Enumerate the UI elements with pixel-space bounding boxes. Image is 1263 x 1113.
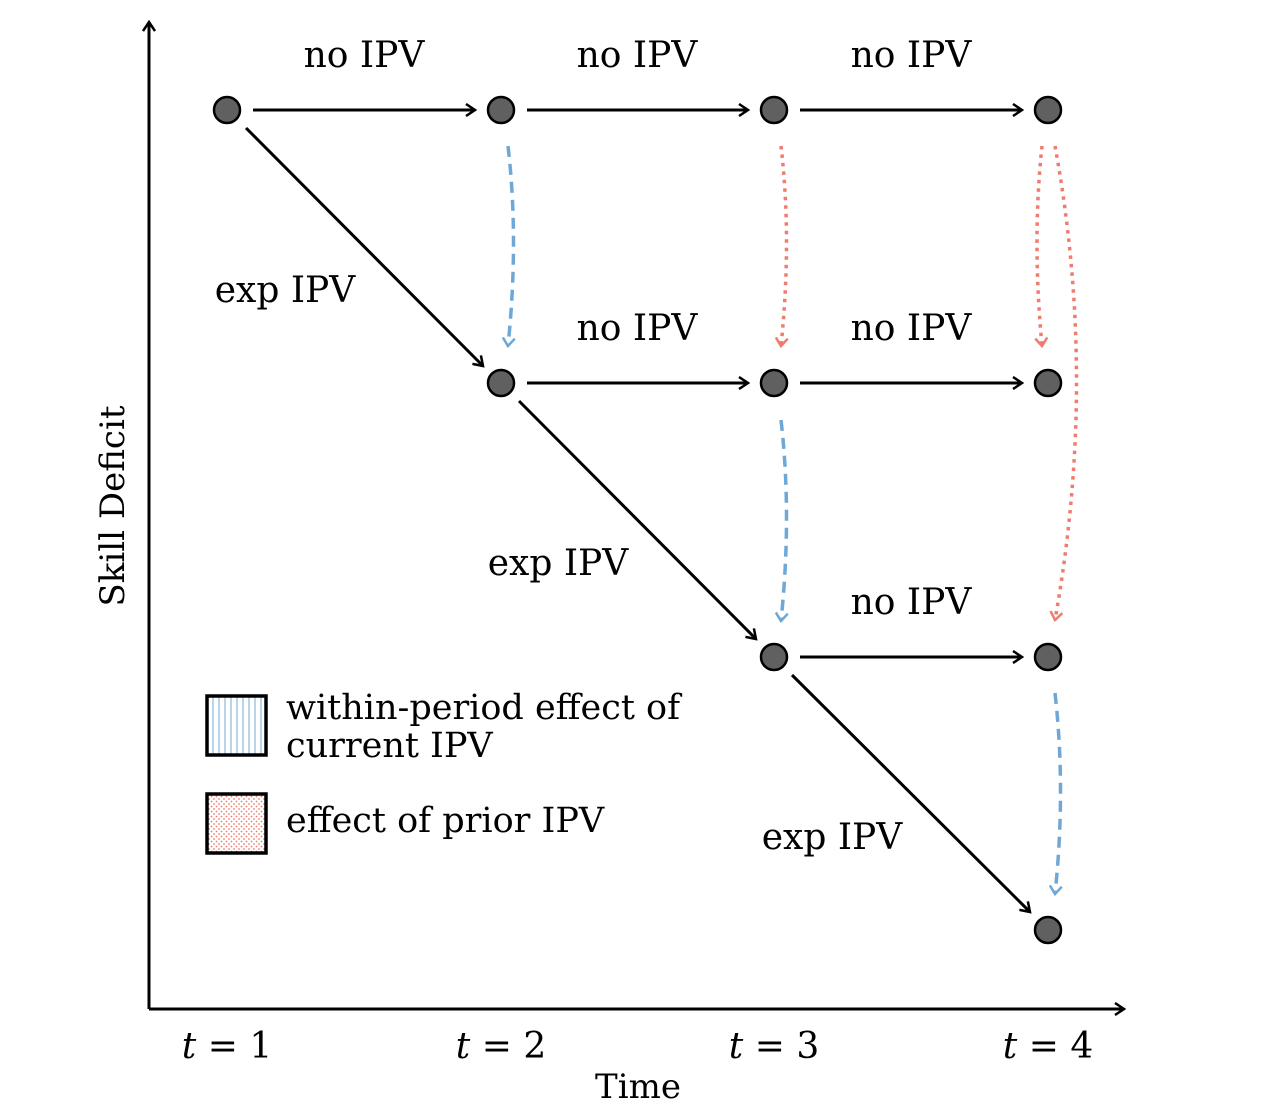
label-exp-ipv-3: exp IPV <box>762 817 904 858</box>
label-no-ipv-r1-2: no IPV <box>851 308 973 349</box>
blue-arrow-t3 <box>774 419 789 624</box>
label-exp-ipv-2: exp IPV <box>488 543 630 584</box>
label-no-ipv-r2-1: no IPV <box>851 582 973 623</box>
arrow-exp-ipv-t3-t4 <box>790 673 1030 912</box>
edge-labels: no IPV no IPV no IPV no IPV no IPV no IP… <box>215 35 973 858</box>
label-no-ipv-r1-1: no IPV <box>577 308 699 349</box>
node-t3-r2 <box>759 642 789 672</box>
node-t1-r0 <box>212 95 242 125</box>
node-t2-r1 <box>486 368 516 398</box>
tick-label-t1: t = 1 <box>182 1026 272 1067</box>
label-no-ipv-r0-1: no IPV <box>304 35 426 76</box>
tick-label-t3: t = 3 <box>729 1026 819 1067</box>
exp-ipv-transitions <box>244 126 1030 912</box>
red-arrow-t4-short <box>1034 145 1049 349</box>
within-period-effect-arrows <box>501 145 1063 897</box>
blue-arrow-t2 <box>501 145 516 349</box>
legend-label-prior: effect of prior IPV <box>286 801 605 841</box>
time-ticks: t = 1 t = 2 t = 3 t = 4 <box>182 1026 1093 1067</box>
legend-label-within-line2: current IPV <box>286 726 493 766</box>
legend: within-period effect of current IPV effe… <box>205 688 683 855</box>
node-t4-r0 <box>1033 95 1063 125</box>
axes <box>149 22 1124 1009</box>
y-axis-title: Skill Deficit <box>93 405 133 606</box>
node-t2-r0 <box>486 95 516 125</box>
x-axis-title: Time <box>595 1067 681 1107</box>
prior-effect-arrows <box>774 145 1079 623</box>
label-exp-ipv-1: exp IPV <box>215 270 357 311</box>
legend-label-within-line1: within-period effect of <box>286 688 683 728</box>
label-no-ipv-r0-3: no IPV <box>851 35 973 76</box>
state-nodes <box>212 95 1063 945</box>
arrow-exp-ipv-t1-t2 <box>244 126 483 366</box>
node-t4-r1 <box>1033 368 1063 398</box>
legend-swatch-within-period <box>205 694 268 757</box>
legend-swatch-prior <box>205 792 268 855</box>
node-t3-r1 <box>759 368 789 398</box>
no-ipv-transitions <box>253 110 1022 657</box>
tick-label-t4: t = 4 <box>1003 1026 1093 1067</box>
red-arrow-t4-long <box>1049 145 1079 623</box>
blue-arrow-t4 <box>1048 692 1063 897</box>
node-t3-r0 <box>759 95 789 125</box>
arrow-exp-ipv-t2-t3 <box>517 399 756 639</box>
tick-label-t2: t = 2 <box>456 1026 546 1067</box>
node-t4-r3 <box>1033 915 1063 945</box>
label-no-ipv-r0-2: no IPV <box>577 35 699 76</box>
red-arrow-t3 <box>774 145 789 349</box>
node-t4-r2 <box>1033 642 1063 672</box>
